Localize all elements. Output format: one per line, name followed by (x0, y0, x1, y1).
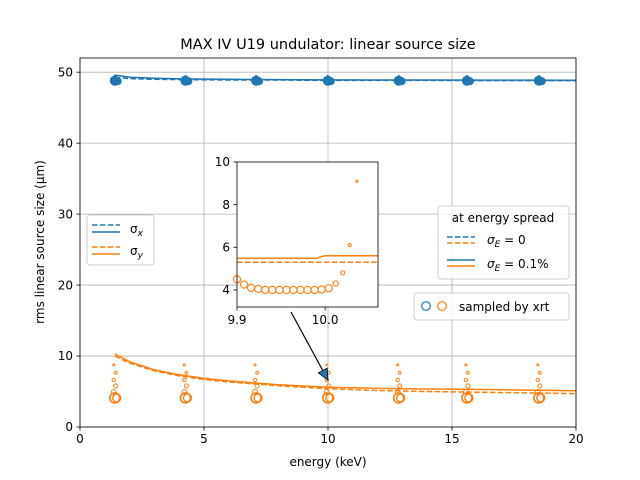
x-tick-label: 10 (320, 432, 335, 446)
sampled-sigma-x-outlier (466, 75, 468, 77)
inset-y-tick-label: 6 (222, 240, 230, 254)
inset-x-tick-label: 9.9 (227, 313, 246, 327)
legend-sigma-y-sub: y (137, 251, 144, 261)
sampled-sigma-x-outlier (114, 75, 116, 77)
inset-y-tick-label: 4 (222, 283, 230, 297)
legend-sigma: σx σy (87, 215, 154, 265)
inset-zoom: 9.9 10.0 4 6 8 10 (215, 155, 378, 327)
sampled-sigma-x-outlier (538, 75, 540, 77)
sampled-sigma-x-outlier (255, 75, 257, 77)
y-tick-label: 30 (58, 207, 73, 221)
y-axis-label: rms linear source size (μm) (33, 160, 47, 324)
sampled-sigma-x-marker (255, 77, 263, 85)
sampled-sigma-x-outlier (184, 75, 186, 77)
y-tick-label: 20 (58, 278, 73, 292)
legend-sigma-box (87, 215, 154, 265)
legend-energy-title: at energy spread (452, 211, 554, 225)
x-tick-label: 15 (444, 432, 459, 446)
y-tick-label: 40 (58, 136, 73, 150)
legend-e0-value: = 0 (504, 233, 526, 247)
legend-sampled: sampled by xrt (414, 293, 569, 320)
inset-y-tick-label: 8 (222, 198, 230, 212)
legend-e01-value: = 0.1% (504, 257, 548, 271)
y-tick-label: 50 (58, 65, 73, 79)
sampled-sigma-x-outlier (327, 75, 329, 77)
x-tick-label: 5 (200, 432, 208, 446)
inset-y-tick-label: 10 (215, 155, 230, 169)
x-tick-label: 0 (76, 432, 84, 446)
legend-energy-spread: at energy spread σE = 0 σE = 0.1% (438, 206, 569, 279)
y-tick-label: 10 (58, 349, 73, 363)
sampled-sigma-x-marker (398, 77, 406, 85)
y-tick-label: 0 (65, 420, 73, 434)
x-axis-label: energy (keV) (289, 455, 366, 469)
sampled-sigma-x-outlier (398, 75, 400, 77)
sampled-sigma-x-marker (466, 77, 474, 85)
inset-x-tick-label: 10.0 (312, 313, 339, 327)
sampled-sigma-x-marker (114, 77, 122, 85)
sampled-sigma-x-marker (538, 77, 546, 85)
sampled-sigma-x-marker (184, 77, 192, 85)
x-tick-label: 20 (568, 432, 583, 446)
chart-title: MAX IV U19 undulator: linear source size (180, 37, 475, 53)
legend-sampled-label: sampled by xrt (459, 300, 550, 314)
sampled-sigma-x-marker (327, 77, 335, 85)
legend-sigma-x-sub: x (137, 229, 144, 239)
